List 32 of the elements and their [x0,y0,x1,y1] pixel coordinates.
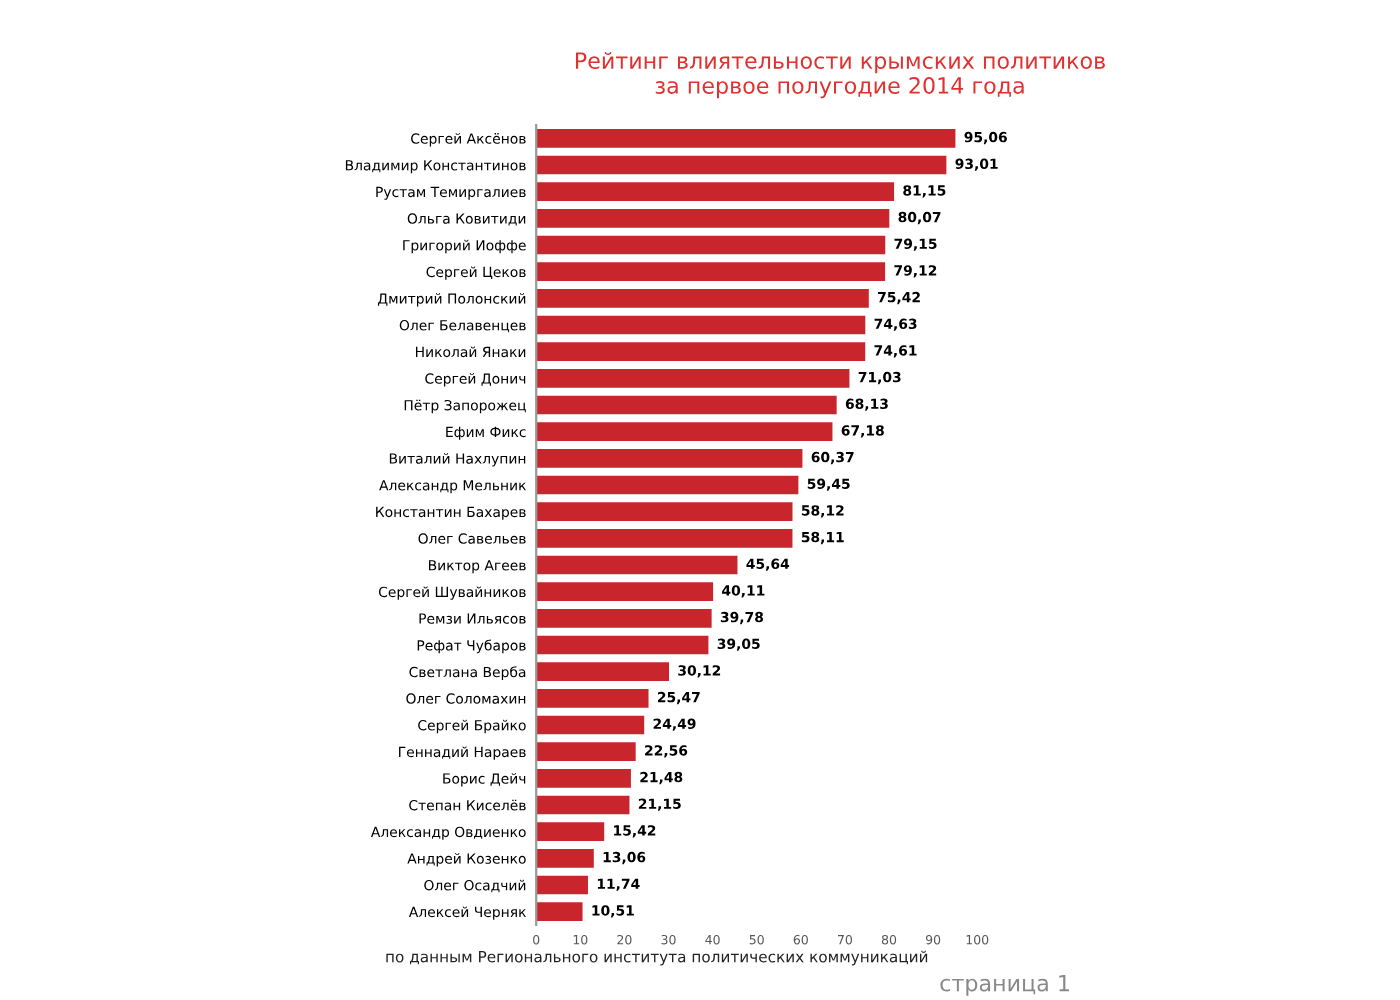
bar [536,555,738,575]
text: страница 1 [940,974,1069,996]
bar [536,689,649,708]
bar [536,129,956,148]
chart-title: Рейтинг влиятельности крымских политиков за первое полугодие 2014 года [575,51,1105,99]
bar [536,369,850,388]
bar [536,422,833,441]
bar [536,182,895,201]
bar [536,662,670,681]
bar [536,582,714,601]
bar [536,849,594,868]
bar [536,769,631,788]
bar [536,609,712,628]
bar [536,289,869,308]
bar [536,822,605,841]
bar [536,449,803,468]
bar [536,875,588,895]
bar [536,742,636,761]
bar [536,795,630,815]
bar [536,395,837,415]
bar [536,209,890,228]
bar [536,155,947,175]
bar [536,315,866,335]
bar [536,475,799,495]
bar [536,635,709,655]
bar [536,529,793,548]
bar [536,715,645,735]
bar [536,262,886,281]
bar [536,342,866,361]
bar [536,902,583,921]
bar [536,502,793,521]
bar [536,235,886,255]
